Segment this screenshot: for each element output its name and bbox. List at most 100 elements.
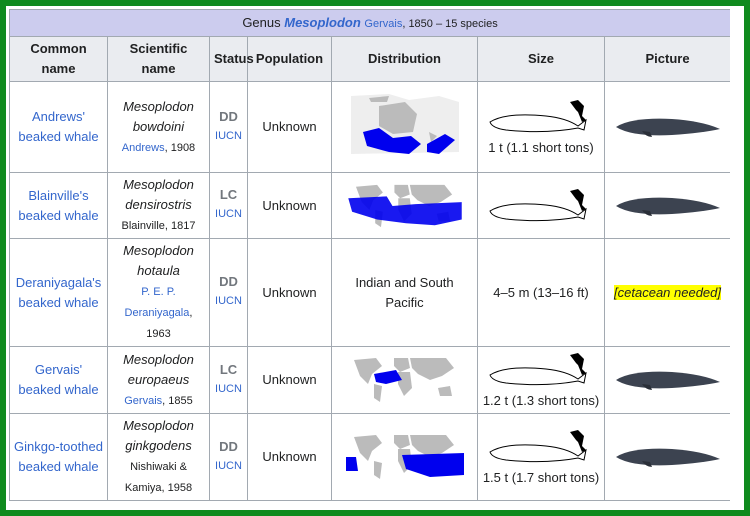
caption: Genus Mesoplodon Gervais, 1850 – 15 spec… — [9, 9, 730, 37]
column-header: Picture — [603, 36, 730, 82]
scientific-name-cell: Mesoplodon hotaula P. E. P. Deraniyagala, … — [107, 238, 210, 347]
scientific-name-cell: Mesoplodon densirostris Blainville, 1817 — [107, 172, 210, 239]
status-cell: LC IUCN — [209, 346, 248, 414]
whale-photo — [611, 360, 724, 400]
distribution-cell — [331, 346, 478, 414]
status-code: DD — [219, 274, 238, 289]
common-name-link[interactable]: Blainville's beaked whale — [18, 187, 99, 223]
caption-row: Genus Mesoplodon Gervais, 1850 – 15 spec… — [9, 9, 730, 37]
size-cell — [477, 172, 605, 239]
species: densirostris — [125, 197, 192, 212]
column-header: Common name — [9, 36, 108, 82]
species-row: Andrews' beaked whale Mesoplodon bowdoini A… — [9, 81, 730, 173]
size-cell: 4–5 m (13–16 ft) — [477, 238, 605, 347]
distribution: Indian and South Pacific — [355, 274, 454, 310]
status-source[interactable]: IUCN — [215, 129, 242, 142]
size-text: 1 t (1.1 short tons) — [488, 140, 594, 155]
size-cell: 1 t (1.1 short tons) — [477, 81, 605, 173]
population-cell: Unknown — [247, 413, 332, 501]
species: ginkgodens — [125, 438, 192, 453]
authority: Nishiwaki & Kamiya, 1958 — [125, 461, 192, 494]
species-row: Deraniyagala's beaked whale Mesoplodon hot… — [9, 238, 730, 347]
genus: Mesoplodon — [123, 98, 194, 114]
authority-text: Blainville, 1817 — [121, 220, 196, 232]
authority-link[interactable]: P. E. P. Deraniyagala — [124, 286, 190, 319]
authority: Andrews, 1908 — [122, 142, 195, 154]
range-map — [350, 94, 459, 154]
species-row: Gervais' beaked whale Mesoplodon europaeus… — [9, 346, 730, 414]
status-code: LC — [219, 361, 238, 377]
authority-link[interactable]: Gervais — [364, 17, 403, 30]
range-map — [347, 184, 462, 227]
header-row: Common name Scientific name Status Populati… — [9, 36, 730, 82]
status-source[interactable]: IUCN — [215, 208, 242, 220]
authority: Gervais, 1855 — [124, 395, 193, 407]
size-comparison — [489, 353, 587, 386]
size-text: 1.2 t (1.3 short tons) — [482, 393, 600, 408]
population-cell: Unknown — [247, 81, 332, 173]
picture-cell — [603, 413, 730, 501]
species-row: Blainville's beaked whale Mesoplodon densi… — [9, 172, 730, 239]
common-name-link[interactable]: Andrews' beaked whale — [18, 109, 99, 144]
common-name-link[interactable]: Ginkgo-toothed beaked whale — [14, 439, 103, 474]
range-map — [353, 358, 454, 402]
common-name-link[interactable]: Deraniyagala's beaked whale — [15, 274, 102, 310]
status-code: LC — [219, 187, 238, 202]
genus: Mesoplodon — [123, 418, 194, 433]
status-cell: DD IUCN — [209, 81, 248, 173]
size-text: 4–5 m (13–16 ft) — [493, 284, 589, 300]
genus-link[interactable]: Mesoplodon — [284, 14, 361, 30]
genus: Mesoplodon — [123, 243, 194, 258]
column-header: Size — [477, 36, 605, 82]
caption-rest: , 1850 – 15 species — [402, 17, 498, 30]
common-name-cell: Blainville's beaked whale — [9, 172, 108, 239]
scientific-name-cell: Mesoplodon ginkgodens Nishiwaki & Kamiya, … — [107, 413, 210, 501]
common-name-link[interactable]: Gervais' beaked whale — [18, 362, 99, 397]
common-name-cell: Gervais' beaked whale — [9, 346, 108, 414]
authority: Blainville, 1817 — [122, 220, 196, 232]
range-map — [345, 435, 464, 479]
size-text: 1.5 t (1.7 short tons) — [482, 470, 600, 485]
whale-photo — [611, 185, 724, 226]
population: Unknown — [262, 119, 317, 134]
population: Unknown — [262, 372, 317, 387]
distribution-cell — [331, 413, 478, 501]
population: Unknown — [262, 449, 317, 464]
population-cell: Unknown — [247, 238, 332, 347]
distribution-cell: Indian and South Pacific — [331, 238, 478, 347]
common-name-cell: Andrews' beaked whale — [9, 81, 108, 173]
population: Unknown — [262, 284, 317, 300]
species: hotaula — [137, 263, 180, 278]
column-header: Population — [247, 36, 332, 82]
status-source[interactable]: IUCN — [215, 459, 242, 472]
common-name-cell: Ginkgo-toothed beaked whale — [9, 413, 108, 501]
authority-text: , 1855 — [162, 394, 193, 407]
size-comparison — [489, 430, 587, 463]
size-comparison — [489, 100, 587, 133]
caption-prefix: Genus — [242, 14, 281, 30]
size-comparison — [489, 188, 587, 221]
authority-link[interactable]: Andrews — [121, 141, 165, 154]
authority-link[interactable]: Gervais — [124, 394, 163, 407]
status-code: DD — [219, 108, 238, 124]
status-cell: LC IUCN — [209, 172, 248, 239]
column-header: Distribution — [331, 36, 478, 82]
whale-photo — [611, 437, 724, 477]
species-table: Genus Mesoplodon Gervais, 1850 – 15 spec… — [9, 9, 730, 501]
distribution-cell — [331, 81, 478, 173]
size-cell: 1.5 t (1.7 short tons) — [477, 413, 605, 501]
species: europaeus — [127, 371, 190, 387]
picture-cell — [603, 346, 730, 414]
picture-cell — [603, 172, 730, 239]
common-name-cell: Deraniyagala's beaked whale — [9, 238, 108, 347]
authority-text: Nishiwaki & Kamiya, 1958 — [124, 461, 193, 494]
authority-text: , 1963 — [146, 307, 193, 340]
population-cell: Unknown — [247, 346, 332, 414]
picture-cell: [cetacean needed] — [603, 238, 730, 347]
status-source[interactable]: IUCN — [215, 295, 242, 307]
status-cell: DD IUCN — [209, 413, 248, 501]
status-cell: DD IUCN — [209, 238, 248, 347]
status-source[interactable]: IUCN — [215, 382, 242, 395]
scientific-name-cell: Mesoplodon bowdoini Andrews, 1908 — [107, 81, 210, 173]
